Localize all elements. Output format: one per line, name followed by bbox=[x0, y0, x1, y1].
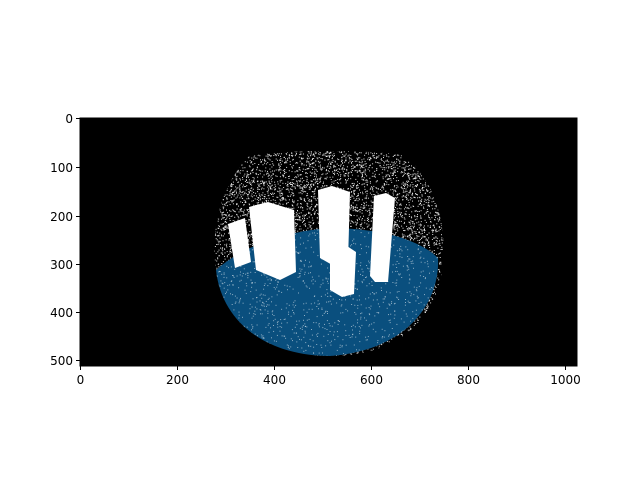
box-obstacle-4 bbox=[330, 246, 356, 297]
image-axes: 0 200 400 600 800 1000 0 100 200 300 400… bbox=[50, 112, 581, 387]
y-axis: 0 100 200 300 400 500 bbox=[50, 112, 80, 368]
x-tick-label: 600 bbox=[360, 373, 383, 387]
y-tick-label: 500 bbox=[50, 354, 73, 368]
y-tick: 200 bbox=[50, 210, 80, 224]
box-obstacle-5 bbox=[370, 193, 395, 282]
box-obstacle-1 bbox=[228, 218, 251, 268]
box-obstacles bbox=[228, 186, 395, 297]
x-tick: 0 bbox=[77, 366, 85, 387]
x-tick: 800 bbox=[457, 366, 480, 387]
y-tick: 0 bbox=[65, 112, 80, 126]
x-tick: 600 bbox=[360, 366, 383, 387]
x-tick-label: 400 bbox=[263, 373, 286, 387]
y-tick-label: 200 bbox=[50, 210, 73, 224]
box-obstacle-3 bbox=[318, 186, 350, 266]
y-tick-label: 100 bbox=[50, 161, 73, 175]
x-tick-label: 0 bbox=[77, 373, 85, 387]
x-tick-label: 200 bbox=[166, 373, 189, 387]
y-tick: 500 bbox=[50, 354, 80, 368]
x-tick-label: 800 bbox=[457, 373, 480, 387]
y-tick-label: 300 bbox=[50, 258, 73, 272]
y-tick: 300 bbox=[50, 258, 80, 272]
y-tick: 400 bbox=[50, 306, 80, 320]
x-tick: 200 bbox=[166, 366, 189, 387]
y-tick-label: 400 bbox=[50, 306, 73, 320]
x-tick-label: 1000 bbox=[550, 373, 581, 387]
x-tick: 1000 bbox=[550, 366, 581, 387]
x-tick: 400 bbox=[263, 366, 286, 387]
y-tick: 100 bbox=[50, 161, 80, 175]
axes-frame bbox=[79, 117, 578, 367]
x-axis: 0 200 400 600 800 1000 bbox=[77, 366, 581, 387]
box-obstacle-2 bbox=[249, 202, 296, 280]
y-tick-label: 0 bbox=[65, 112, 73, 126]
